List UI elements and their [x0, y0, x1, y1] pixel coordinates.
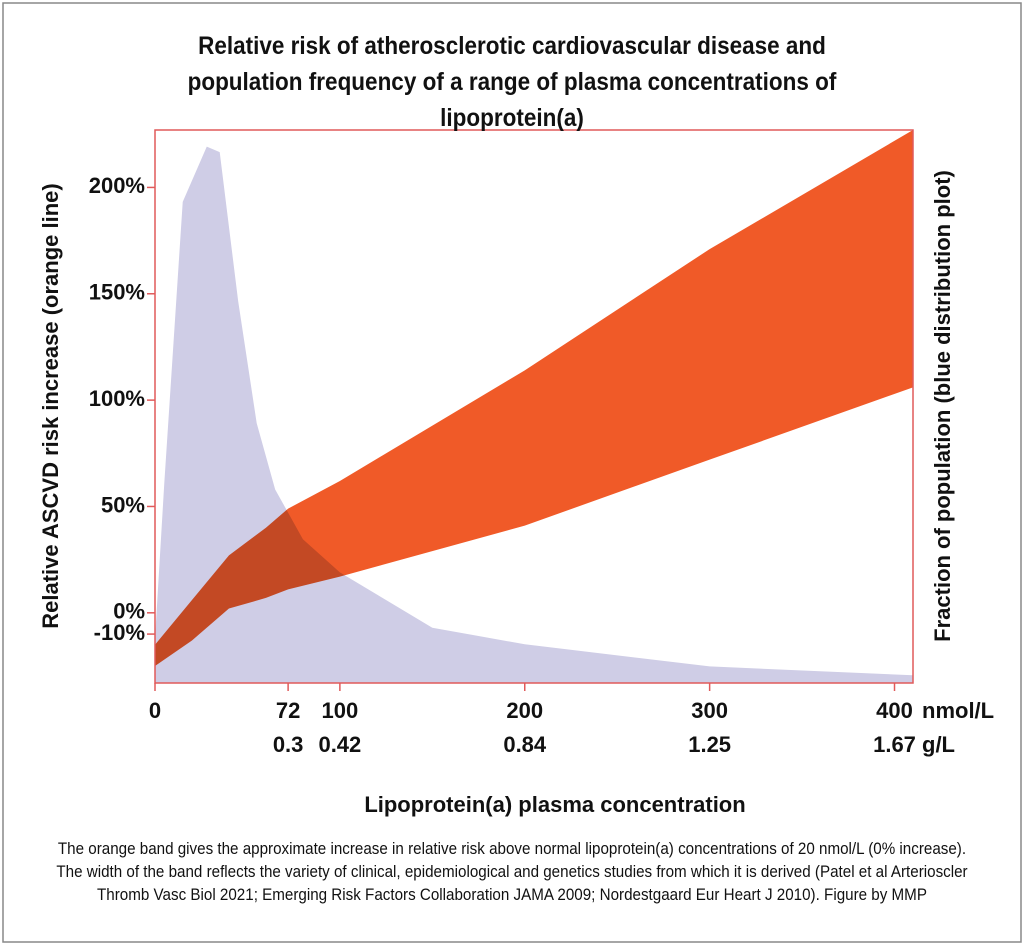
- x-tick-label: 100: [322, 698, 359, 723]
- y-tick-label: 200%: [89, 173, 145, 198]
- risk-band: [155, 130, 913, 666]
- plot-border: [154, 129, 914, 684]
- y-axis-label: Relative ASCVD risk increase (orange lin…: [38, 183, 63, 628]
- x2-unit: g/L: [922, 732, 955, 757]
- x2-tick-label: 0.42: [318, 732, 361, 757]
- y2-axis-label: Fraction of population (blue distributio…: [930, 170, 955, 642]
- x-axis-label: Lipoprotein(a) plasma concentration: [364, 792, 745, 817]
- x-tick-label: 0: [149, 698, 161, 723]
- x2-tick-label: 1.25: [688, 732, 731, 757]
- x2-tick-label: 0.84: [503, 732, 547, 757]
- x-tick-label: 300: [691, 698, 728, 723]
- plot-area: [155, 130, 913, 684]
- x-tick-label: 200: [506, 698, 543, 723]
- distribution-area: [155, 146, 913, 684]
- x2-tick-label: 0.3: [273, 732, 304, 757]
- caption: The orange band gives the approximate in…: [56, 840, 968, 904]
- y-tick-label: 50%: [101, 492, 145, 517]
- x-tick-label: 72: [276, 698, 300, 723]
- x-tick-label: 400: [876, 698, 913, 723]
- x-unit: nmol/L: [922, 698, 994, 723]
- y-tick-label: 0%: [113, 599, 145, 624]
- y-tick-label: -10%: [94, 620, 145, 645]
- x2-tick-label: 1.67: [873, 732, 916, 757]
- y-tick-label: 150%: [89, 280, 145, 305]
- y-tick-label: 100%: [89, 386, 145, 411]
- chart-title: Relative risk of atherosclerotic cardiov…: [187, 32, 837, 132]
